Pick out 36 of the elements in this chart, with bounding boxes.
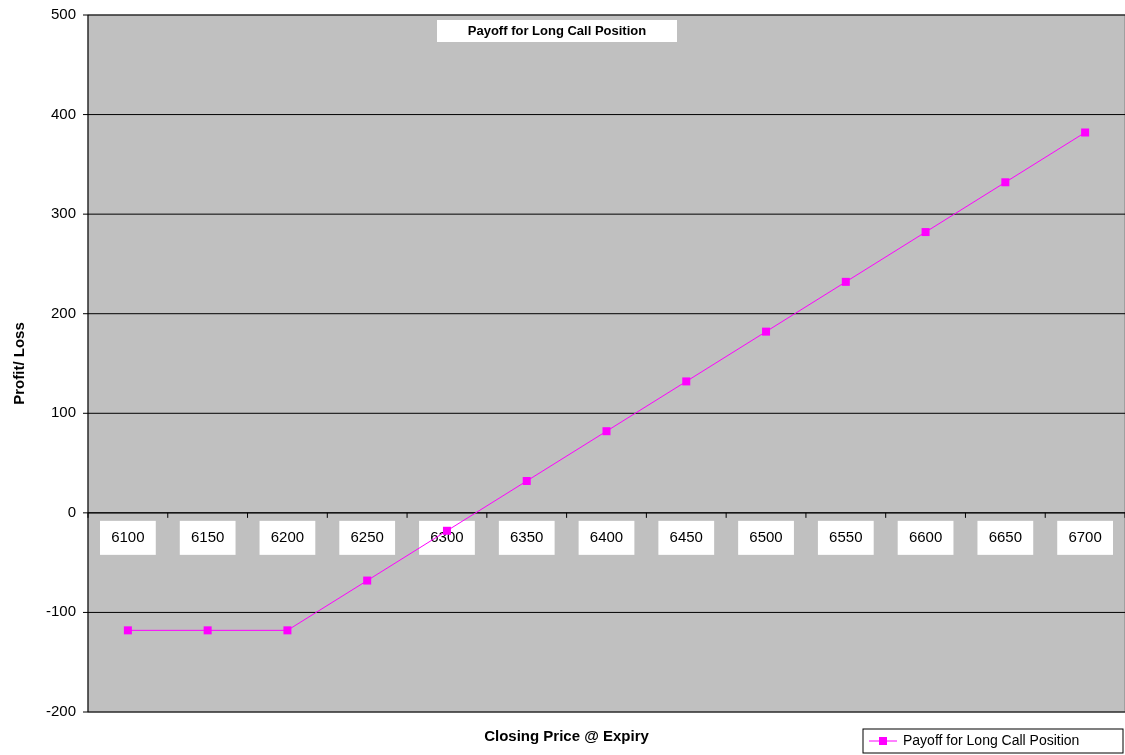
point	[283, 626, 292, 635]
y-tick-label: 0	[67, 502, 76, 520]
point	[1001, 178, 1010, 187]
x-tick-label: 6600	[908, 527, 943, 545]
point	[363, 576, 372, 585]
point	[841, 277, 850, 286]
y-tick-label: 100	[50, 403, 76, 421]
y-tick-label: 300	[50, 204, 76, 222]
x-tick-label: 6350	[510, 527, 544, 545]
x-tick-label: 6650	[988, 527, 1023, 545]
point	[921, 228, 930, 237]
point	[203, 626, 212, 635]
point	[762, 327, 771, 336]
x-tick-label: 6450	[669, 527, 703, 545]
y-tick-label: -100	[45, 602, 76, 620]
legend-label: Payoff for Long Call Position	[903, 731, 1080, 748]
y-tick-label: 200	[50, 303, 76, 321]
x-tick-label: 6250	[350, 527, 384, 545]
point	[682, 377, 691, 386]
x-tick-label: 6400	[589, 527, 624, 545]
point	[123, 626, 132, 635]
y-axis-title: Profit/ Loss	[10, 322, 27, 405]
y-tick-label: 500	[50, 4, 76, 22]
x-tick-label: 6100	[111, 527, 145, 545]
x-tick-label: 6200	[270, 527, 305, 545]
point	[1081, 128, 1090, 137]
x-axis-title: Closing Price @ Expiry	[484, 727, 650, 744]
point	[602, 427, 611, 436]
x-tick-label: 6500	[749, 527, 783, 545]
x-tick-label: 6550	[829, 527, 863, 545]
point	[522, 476, 531, 485]
y-tick-label: 400	[50, 104, 76, 122]
x-tick-label: 6700	[1068, 527, 1102, 545]
text: Payoff for Long Call Position	[467, 23, 647, 39]
x-tick-label: 6150	[190, 527, 225, 545]
y-tick-label: -200	[45, 701, 76, 719]
